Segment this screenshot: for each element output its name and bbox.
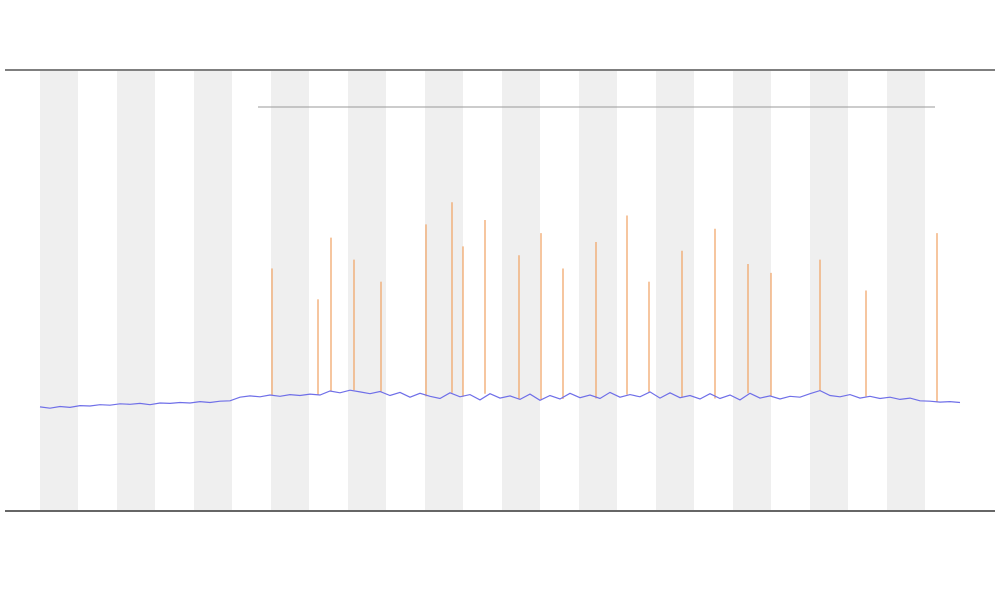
band [810, 71, 848, 510]
band [425, 71, 463, 510]
band [656, 71, 694, 510]
band [887, 71, 925, 510]
band [502, 71, 540, 510]
band [40, 71, 78, 510]
band [733, 71, 771, 510]
band [194, 71, 232, 510]
line-series [39, 389, 961, 409]
band [271, 71, 309, 510]
band [117, 71, 155, 510]
band [579, 71, 617, 510]
background-bands [40, 71, 925, 510]
